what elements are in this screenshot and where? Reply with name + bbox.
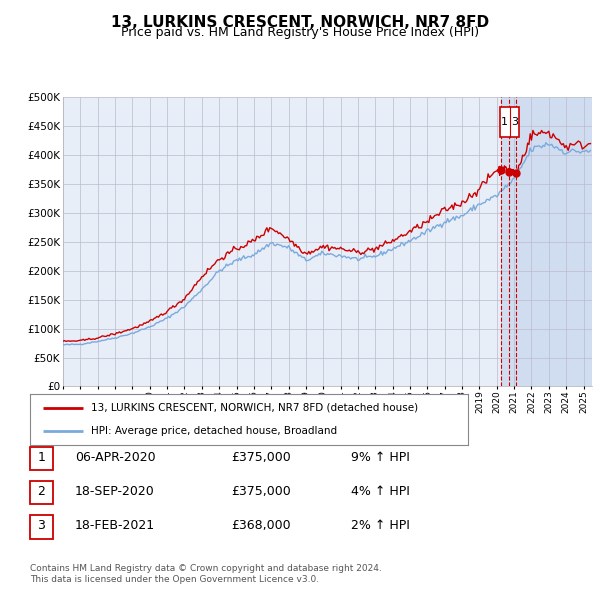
Text: Price paid vs. HM Land Registry's House Price Index (HPI): Price paid vs. HM Land Registry's House … xyxy=(121,26,479,39)
Bar xyxy=(501,97,592,386)
Text: 13, LURKINS CRESCENT, NORWICH, NR7 8FD (detached house): 13, LURKINS CRESCENT, NORWICH, NR7 8FD (… xyxy=(91,402,418,412)
Text: 2% ↑ HPI: 2% ↑ HPI xyxy=(351,519,410,532)
Text: HPI: Average price, detached house, Broadland: HPI: Average price, detached house, Broa… xyxy=(91,427,337,437)
Text: 18-SEP-2020: 18-SEP-2020 xyxy=(75,485,155,498)
Text: £375,000: £375,000 xyxy=(231,451,291,464)
Text: Contains HM Land Registry data © Crown copyright and database right 2024.: Contains HM Land Registry data © Crown c… xyxy=(30,565,382,573)
Text: 18-FEB-2021: 18-FEB-2021 xyxy=(75,519,155,532)
Text: 9% ↑ HPI: 9% ↑ HPI xyxy=(351,451,410,464)
Text: 1: 1 xyxy=(501,117,508,127)
Text: 2: 2 xyxy=(37,485,46,498)
Text: 06-APR-2020: 06-APR-2020 xyxy=(75,451,155,464)
Text: £375,000: £375,000 xyxy=(231,485,291,498)
Text: 3: 3 xyxy=(511,117,518,127)
Text: 1: 1 xyxy=(37,451,46,464)
Text: £368,000: £368,000 xyxy=(231,519,290,532)
Text: This data is licensed under the Open Government Licence v3.0.: This data is licensed under the Open Gov… xyxy=(30,575,319,584)
Text: 13, LURKINS CRESCENT, NORWICH, NR7 8FD: 13, LURKINS CRESCENT, NORWICH, NR7 8FD xyxy=(111,15,489,30)
Text: 4% ↑ HPI: 4% ↑ HPI xyxy=(351,485,410,498)
Text: 3: 3 xyxy=(37,519,46,532)
FancyBboxPatch shape xyxy=(500,107,520,137)
